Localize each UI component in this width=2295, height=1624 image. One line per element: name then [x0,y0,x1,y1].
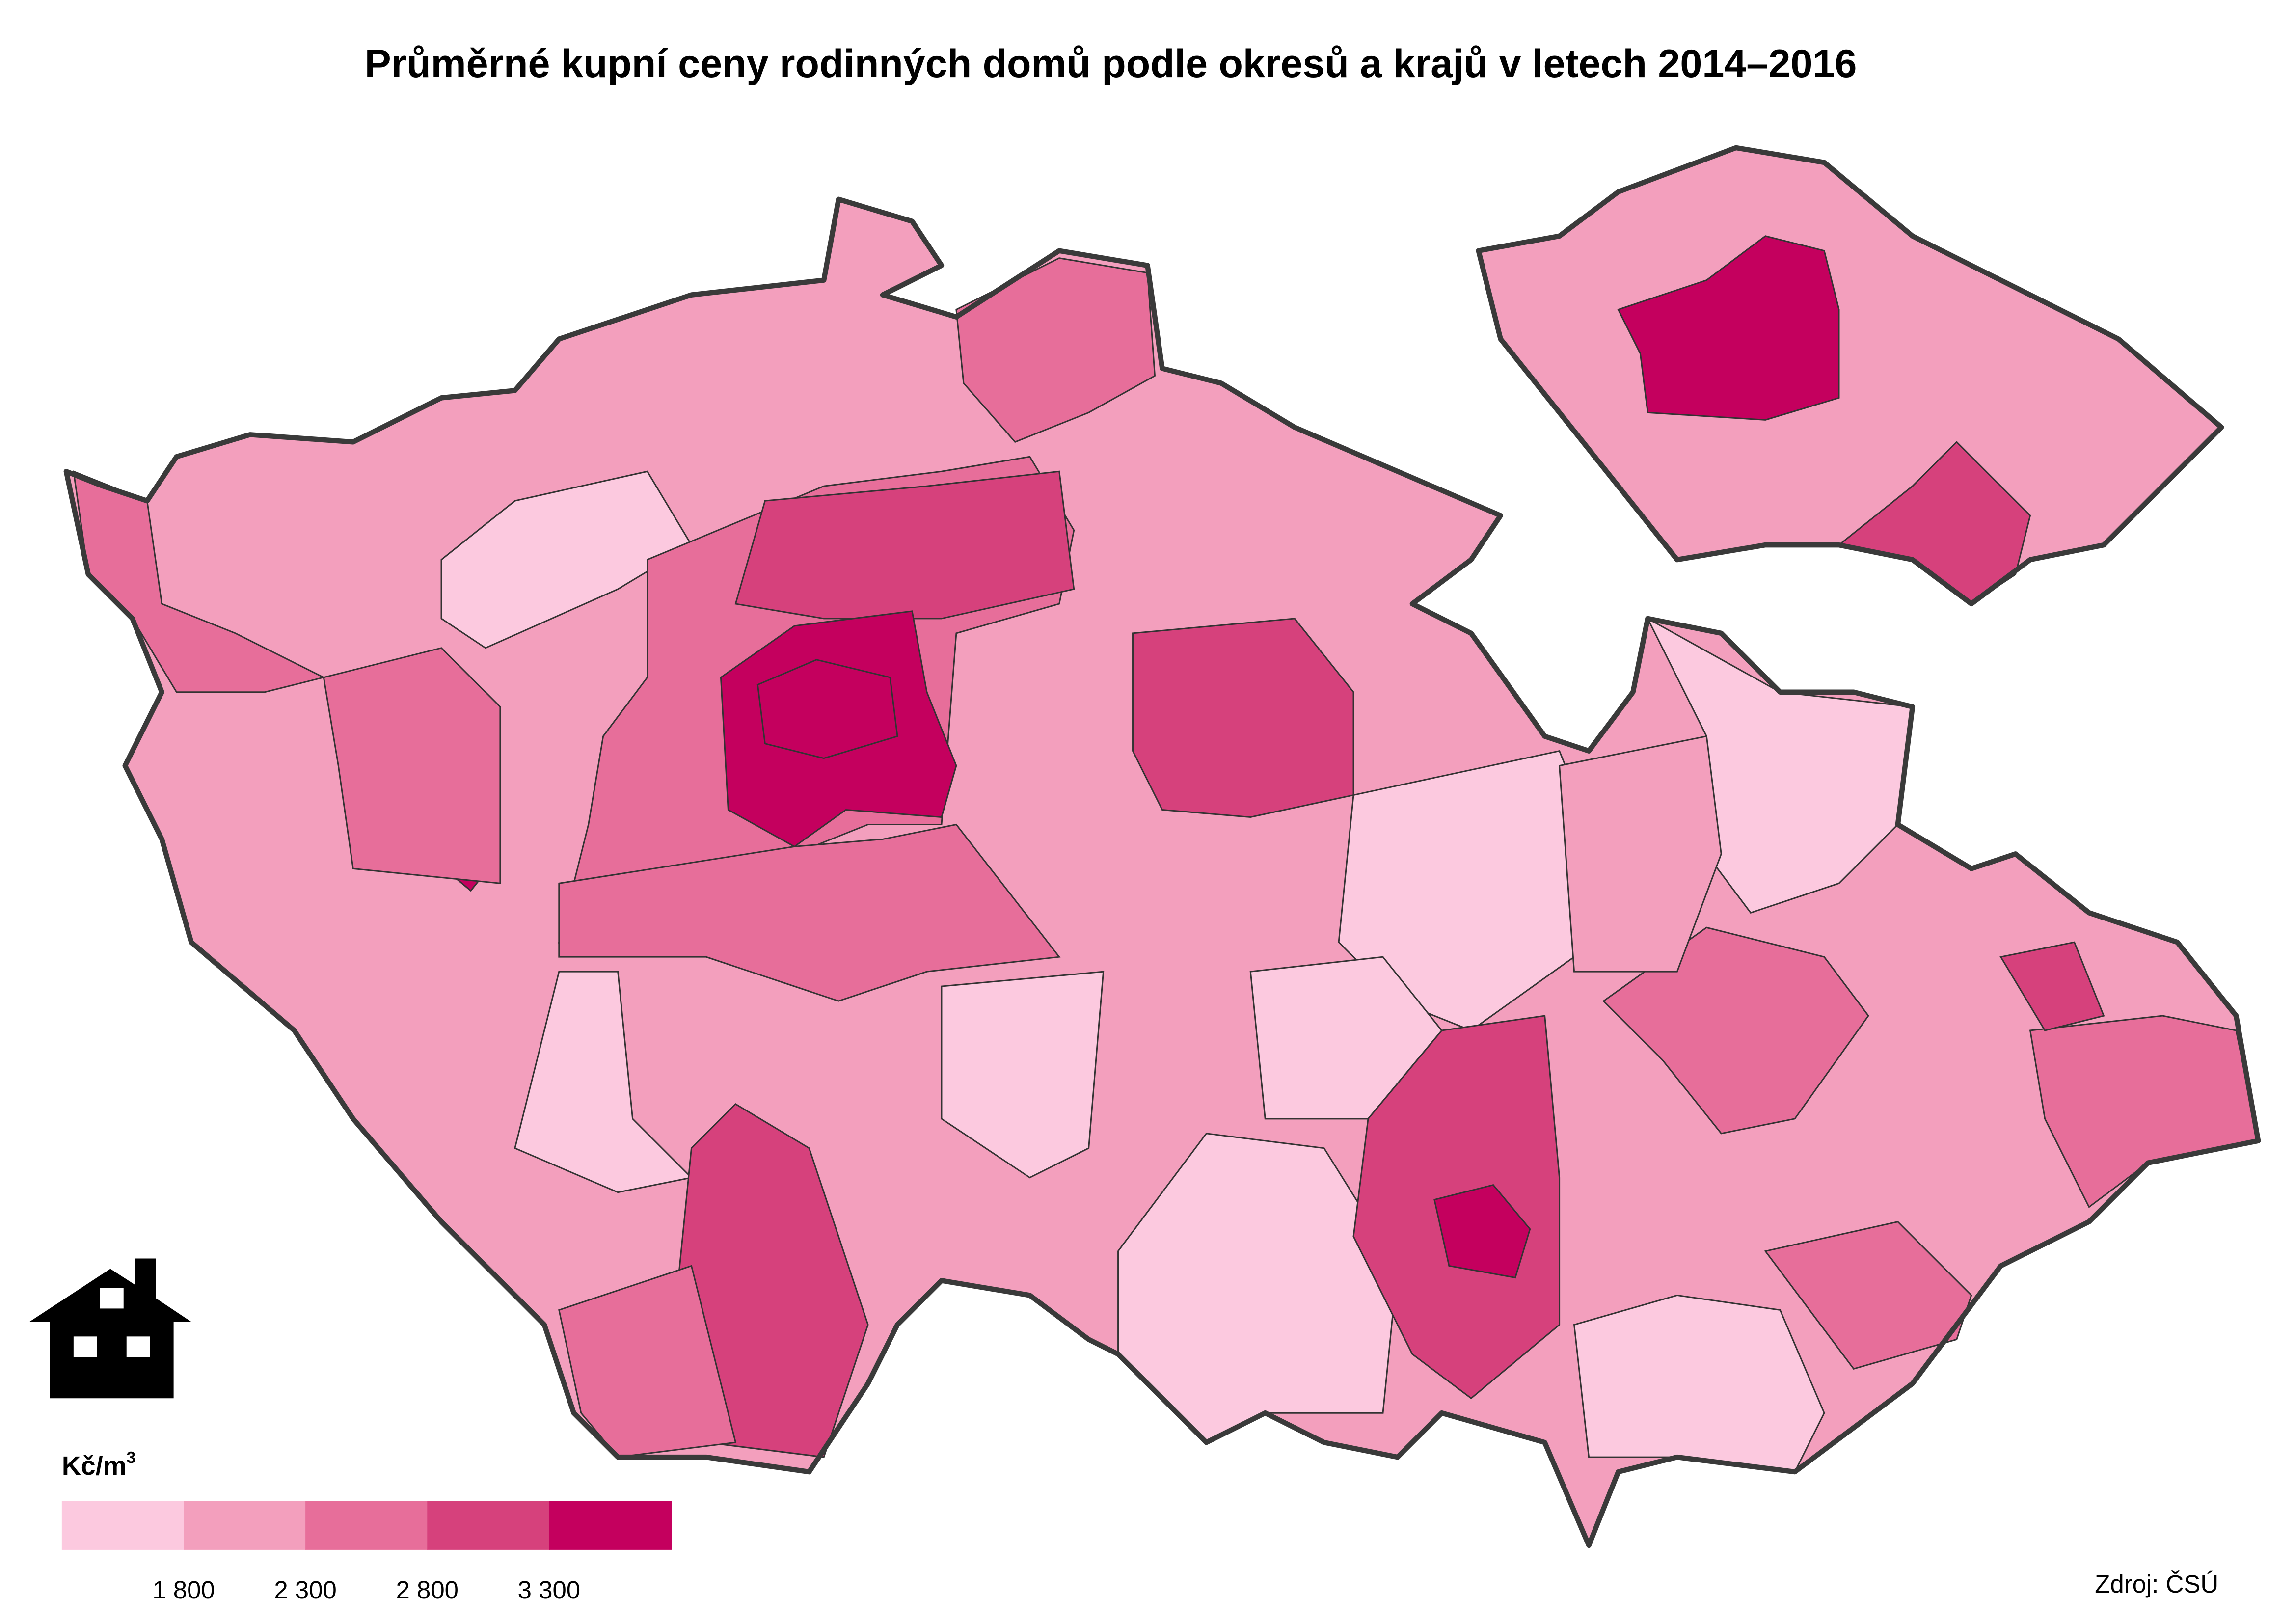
legend-swatch [184,1501,306,1550]
district [1602,926,1869,1135]
legend-swatch [305,1501,428,1550]
district [1999,941,2105,1031]
district [941,971,1105,1179]
source: Zdroj: ČSÚ [2095,1570,2218,1598]
legend-swatch [61,1501,185,1550]
title: Průměrné kupní ceny rodinných domů podle… [365,42,1857,86]
legend: 1 800 2 300 2 800 3 300 [61,1501,672,1604]
district [323,647,501,885]
legend-unit-power: 3 [127,1448,135,1466]
country-border [1476,145,2224,607]
district [558,823,1061,1002]
region [1617,235,1840,421]
legend-tick-label: 2 300 [274,1576,336,1604]
district [558,1265,737,1458]
country-map [63,196,2261,1548]
legend-tick-label: 3 300 [518,1576,580,1604]
legend-tick-label: 2 800 [396,1576,459,1604]
district [1433,1184,1531,1279]
legend-swatch [427,1501,550,1550]
district [1338,750,1590,1031]
house-icon [29,1258,191,1399]
district [734,470,1075,620]
district [1559,735,1722,973]
legend-swatch [549,1501,672,1550]
region-map [1476,145,2224,607]
country-border [63,196,2261,1548]
district [1764,1220,1972,1370]
legend-unit: Kč/m3 [62,1448,135,1481]
district [1132,618,1354,818]
district [1573,1294,1825,1473]
district [955,257,1156,443]
legend-unit-base: Kč/m [62,1451,127,1481]
district [756,659,898,759]
legend-tick-label: 1 800 [152,1576,215,1604]
